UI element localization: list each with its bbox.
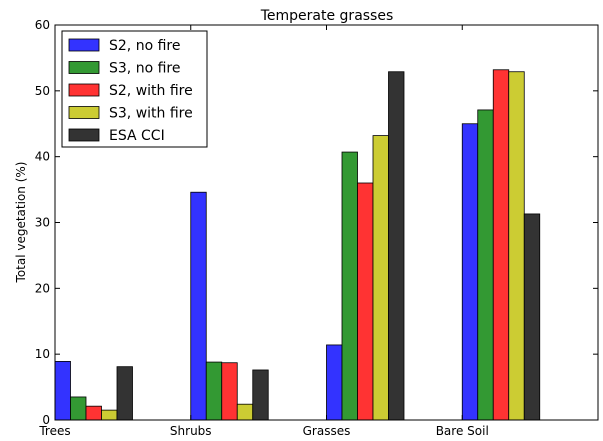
legend-label-4: S3, with fire: [109, 106, 193, 122]
y-tick-label: 10: [35, 347, 50, 361]
chart-title: Temperate grasses: [260, 8, 394, 24]
y-tick-label: 50: [35, 84, 50, 98]
axes-group: 0 10 20 30 40 50 60 Trees Shrubs Grasses Bare Soil: [35, 18, 599, 438]
bar-grasses-series-2: [341, 151, 358, 421]
bar-trees-series-4: [101, 409, 118, 421]
bar-grasses-series-4: [372, 135, 389, 421]
bar-shrubs-series-5: [252, 369, 269, 421]
bar-shrubs-series-2: [205, 361, 223, 421]
bar-trees-series-3: [85, 405, 102, 421]
bar-trees-series-2: [70, 396, 87, 421]
bar-grasses-series-1: [326, 344, 343, 421]
y-tick-label: 40: [35, 150, 50, 164]
bar-shrubs-series-3: [221, 362, 238, 421]
y-axis-label: Total vegetation (%): [14, 162, 28, 284]
y-tick-label: 0: [42, 413, 50, 427]
y-tick-label: 20: [35, 281, 50, 295]
bar-shrubs-series-1: [190, 191, 207, 421]
x-tick-label-trees: Trees: [38, 424, 70, 437]
legend: S2, no fire S3, no fire S2, with fire S3, w…: [61, 30, 208, 148]
bar-bare-soil-series-5: [523, 213, 541, 421]
legend-label-2: S3, no fire: [109, 61, 180, 77]
y-tick-label: 30: [35, 216, 50, 230]
bar-trees-series-5: [116, 366, 133, 421]
legend-label-3: S2, with fire: [109, 83, 193, 99]
legend-label-5: ESA CCI: [109, 128, 165, 144]
bars-group: [54, 69, 541, 421]
bar-trees-series-1: [54, 361, 71, 421]
legend-swatch-4: [68, 106, 100, 119]
legend-swatch-3: [68, 83, 100, 97]
bar-shrubs-series-4: [236, 403, 254, 421]
legend-swatch-2: [68, 61, 100, 74]
bar-bare-soil-series-1: [461, 123, 479, 421]
legend-label-1: S2, no fire: [109, 38, 180, 54]
x-tick-label-grasses: Grasses: [303, 424, 351, 437]
legend-swatch-1: [68, 38, 100, 52]
x-tick-label-bare-soil: Bare Soil: [436, 424, 489, 437]
x-tick-label-shrubs: Shrubs: [170, 424, 212, 437]
bar-grasses-series-5: [388, 71, 405, 421]
bar-bare-soil-series-4: [508, 71, 525, 421]
bar-bare-soil-series-3: [492, 69, 510, 421]
legend-swatch-5: [68, 128, 100, 142]
bar-grasses-series-3: [357, 182, 374, 421]
bar-bare-soil-series-2: [477, 109, 494, 421]
y-tick-label: 60: [35, 18, 50, 32]
